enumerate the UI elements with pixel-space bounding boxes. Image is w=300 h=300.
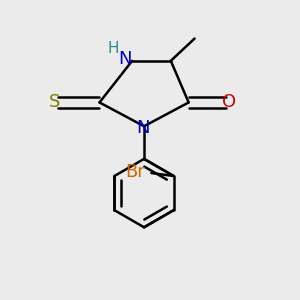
- Text: N: N: [136, 119, 149, 137]
- Text: H: H: [107, 41, 118, 56]
- Text: S: S: [49, 93, 61, 111]
- Text: N: N: [118, 50, 131, 68]
- Text: Br: Br: [125, 163, 145, 181]
- Text: O: O: [222, 93, 236, 111]
